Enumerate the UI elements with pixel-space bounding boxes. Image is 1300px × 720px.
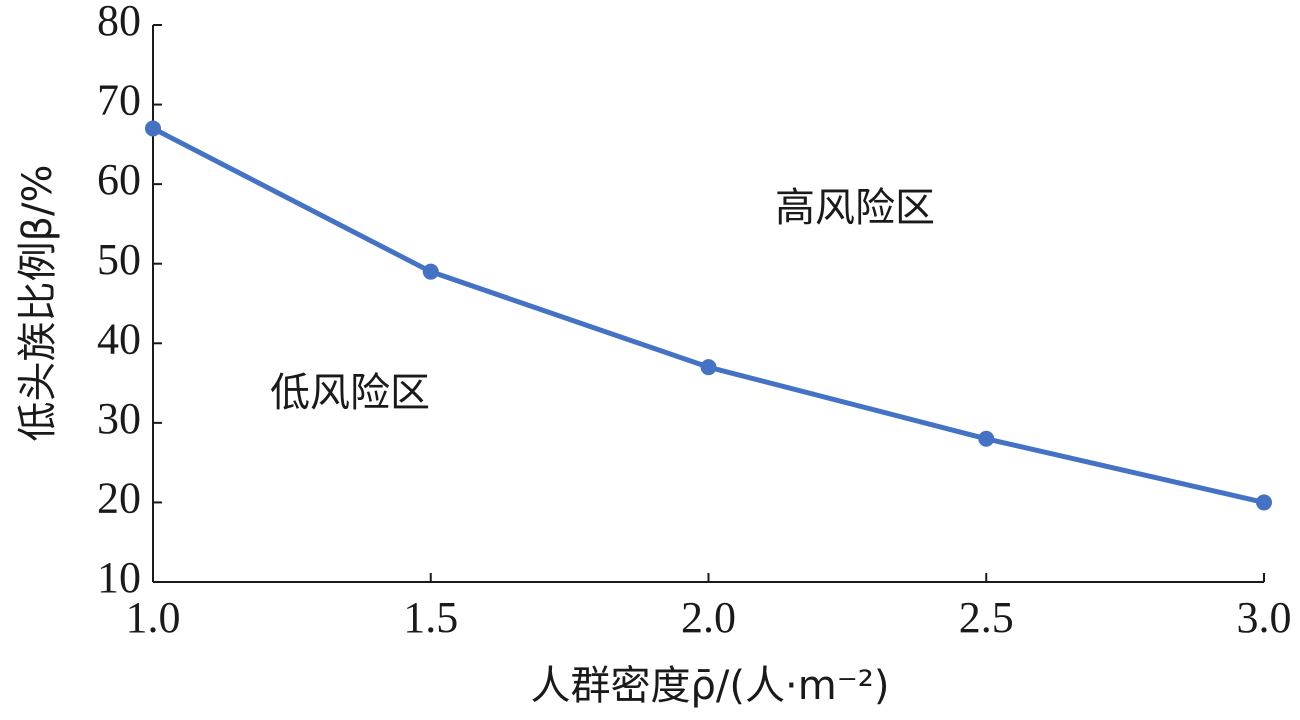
y-axis-label: 低头族比例β/% xyxy=(15,164,61,441)
x-tick-label: 1.0 xyxy=(126,593,181,642)
data-point xyxy=(145,120,161,137)
data-point xyxy=(422,263,439,280)
y-tick-label: 70 xyxy=(97,76,141,125)
data-point xyxy=(978,430,995,447)
data-line xyxy=(151,126,1265,505)
x-tick-label: 3.0 xyxy=(1237,593,1292,642)
y-tick-label: 10 xyxy=(97,553,141,602)
y-tick-label: 20 xyxy=(97,474,141,523)
data-point xyxy=(1256,494,1272,511)
x-axis-label: 人群密度ρ̄/(人·m⁻²) xyxy=(531,663,890,709)
annotation: 低风险区 xyxy=(270,370,430,416)
y-tick-label: 30 xyxy=(97,394,141,443)
y-tick-label: 40 xyxy=(97,314,141,363)
data-point xyxy=(700,359,717,376)
x-tick-label: 2.0 xyxy=(681,593,736,642)
x-tick-label: 1.5 xyxy=(403,593,458,642)
y-tick-label: 80 xyxy=(97,0,141,45)
y-tick-label: 60 xyxy=(97,155,141,204)
y-tick-label: 50 xyxy=(97,235,141,284)
annotation: 高风险区 xyxy=(775,185,935,231)
x-tick-label: 2.5 xyxy=(959,593,1014,642)
